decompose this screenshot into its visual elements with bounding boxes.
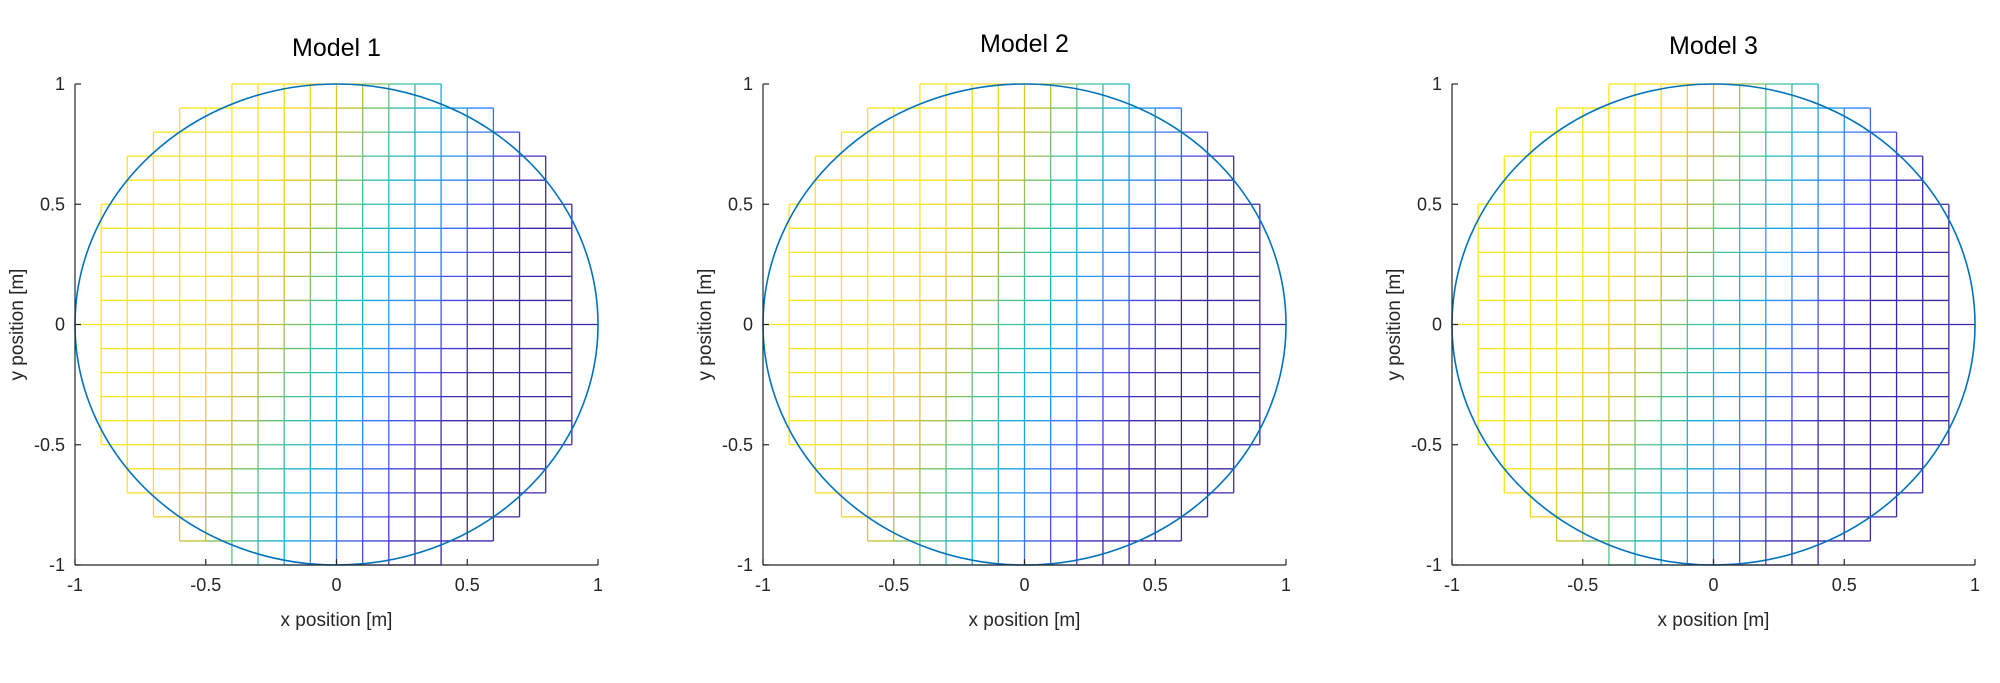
y-tick-label: 1 [743, 74, 753, 94]
mesh-grid [100, 83, 573, 566]
x-tick-label: 1 [1281, 575, 1291, 595]
x-tick-label: 0 [1708, 575, 1718, 595]
y-tick-label: -0.5 [34, 435, 65, 455]
x-tick-label: 1 [1970, 575, 1980, 595]
y-axis-label: y position [m] [7, 269, 28, 381]
x-tick-label: 0.5 [455, 575, 480, 595]
y-tick-label: -1 [1426, 555, 1442, 575]
x-tick-label: 0 [331, 575, 341, 595]
x-axis-label: x position [m] [969, 610, 1081, 631]
y-tick-label: 0 [743, 315, 753, 335]
y-tick-label: 0.5 [40, 194, 65, 214]
y-tick-label: 0 [55, 315, 65, 335]
x-axis-label: x position [m] [1658, 610, 1770, 631]
chart-title: Model 2 [980, 30, 1069, 58]
chart-panel-3: Model 3 -1 -0.5 0 0.5 1 -1 -0.5 0 0.5 1 x position … [1384, 32, 1980, 631]
y-axis-label: y position [m] [695, 269, 716, 381]
chart-panel-1: Model 1 -1 -0.5 0 0.5 1 -1 -0.5 0 0.5 1 x position … [7, 34, 603, 631]
x-tick-label: -1 [1444, 575, 1460, 595]
y-tick-label: 1 [1432, 74, 1442, 94]
mesh-grid [788, 83, 1261, 566]
x-tick-label: 1 [593, 575, 603, 595]
x-tick-label: -0.5 [878, 575, 909, 595]
x-tick-label: -1 [67, 575, 83, 595]
x-tick-label: 0 [1019, 575, 1029, 595]
x-axis-label: x position [m] [281, 610, 393, 631]
y-axis-label: y position [m] [1384, 269, 1405, 381]
x-tick-label: 0.5 [1832, 575, 1857, 595]
y-tick-label: 0 [1432, 315, 1442, 335]
y-tick-label: -1 [737, 555, 753, 575]
chart-title: Model 3 [1669, 32, 1758, 60]
y-tick-label: -1 [49, 555, 65, 575]
x-tick-label: -0.5 [1567, 575, 1598, 595]
y-tick-label: 0.5 [728, 194, 753, 214]
mesh-grid [1477, 83, 1950, 566]
y-tick-label: 0.5 [1417, 194, 1442, 214]
y-tick-label: 1 [55, 74, 65, 94]
x-tick-label: -0.5 [190, 575, 221, 595]
y-tick-label: -0.5 [722, 435, 753, 455]
chart-title: Model 1 [292, 34, 381, 62]
chart-panel-2: Model 2 -1 -0.5 0 0.5 1 -1 -0.5 0 0.5 1 x position … [695, 30, 1291, 631]
y-tick-label: -0.5 [1411, 435, 1442, 455]
x-tick-label: -1 [755, 575, 771, 595]
x-tick-label: 0.5 [1143, 575, 1168, 595]
